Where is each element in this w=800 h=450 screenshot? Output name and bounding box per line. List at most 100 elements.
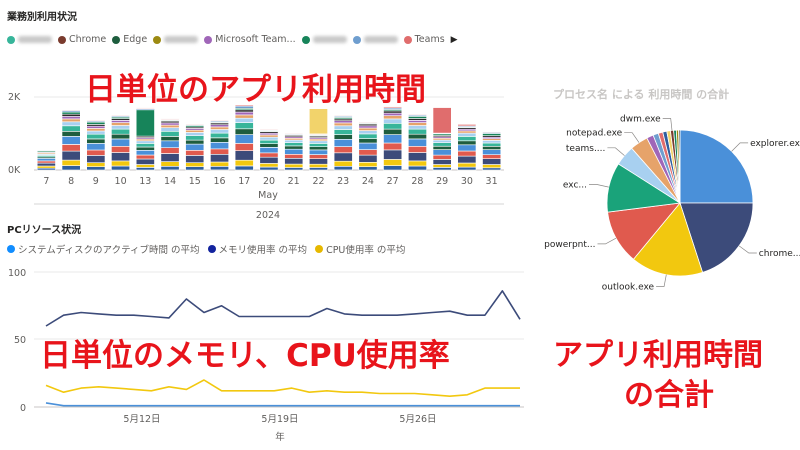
bar-segment[interactable] (135, 143, 155, 148)
bar-segment[interactable] (160, 122, 180, 126)
bar-segment[interactable] (86, 143, 106, 151)
bar-segment[interactable] (482, 154, 502, 159)
bar-segment[interactable] (234, 104, 254, 107)
bar-segment[interactable] (86, 166, 106, 171)
bar-segment[interactable] (111, 165, 131, 171)
bar-segment[interactable] (383, 128, 403, 135)
bar-segment[interactable] (111, 128, 131, 135)
bar-segment[interactable] (160, 153, 180, 162)
legend-item[interactable] (352, 35, 398, 44)
bar-segment[interactable] (407, 120, 427, 123)
bar-segment[interactable] (61, 125, 81, 132)
bar-segment[interactable] (210, 148, 229, 155)
legend-item[interactable]: CPU使用率 の平均 (315, 242, 405, 256)
bar-segment[interactable] (135, 164, 155, 168)
bar-segment[interactable] (333, 120, 353, 124)
bar-segment[interactable] (135, 146, 155, 151)
bar-segment[interactable] (308, 143, 328, 148)
bar-segment[interactable] (432, 149, 452, 156)
bar-segment[interactable] (111, 152, 131, 162)
bar-segment[interactable] (135, 150, 155, 156)
bar-segment[interactable] (135, 167, 155, 171)
bar-segment[interactable] (457, 144, 477, 152)
pie-slice[interactable] (678, 129, 681, 204)
bar-segment[interactable] (457, 155, 477, 164)
series-line[interactable] (45, 379, 520, 397)
series-line[interactable] (45, 402, 520, 407)
bar-segment[interactable] (333, 146, 353, 154)
bar-segment[interactable] (36, 165, 56, 169)
bar-segment[interactable] (234, 150, 254, 161)
bar-segment[interactable] (160, 127, 180, 132)
bar-segment[interactable] (86, 149, 106, 156)
bar-segment[interactable] (61, 136, 81, 145)
bar-segment[interactable] (333, 125, 353, 130)
bar-segment[interactable] (210, 166, 229, 171)
bar-segment[interactable] (234, 159, 254, 167)
bar-segment[interactable] (333, 134, 353, 140)
bar-segment[interactable] (407, 146, 427, 153)
bar-segment[interactable] (259, 131, 279, 134)
bar-segment[interactable] (383, 159, 403, 166)
bar-segment[interactable] (234, 111, 254, 116)
bar-segment[interactable] (358, 125, 378, 129)
bar-segment[interactable] (259, 139, 279, 144)
bar-segment[interactable] (482, 149, 502, 155)
bar-segment[interactable] (407, 138, 427, 147)
bar-segment[interactable] (259, 147, 279, 154)
bar-segment[interactable] (457, 127, 477, 130)
legend-item[interactable] (7, 35, 52, 44)
bar-segment[interactable] (457, 130, 477, 134)
bar-segment[interactable] (210, 132, 229, 139)
bar-segment[interactable] (210, 124, 229, 128)
legend-item[interactable]: Chrome (58, 34, 106, 45)
pie-slice[interactable] (679, 202, 754, 273)
legend-item[interactable]: Edge (112, 34, 147, 45)
bar-segment[interactable] (407, 114, 427, 116)
bar-segment[interactable] (407, 133, 427, 140)
bar-segment[interactable] (160, 140, 180, 148)
bar-segment[interactable] (284, 158, 304, 165)
bar-segment[interactable] (185, 166, 205, 171)
bar-segment[interactable] (259, 129, 279, 131)
bar-segment[interactable] (86, 138, 106, 144)
bar-segment[interactable] (358, 138, 378, 144)
bar-segment[interactable] (61, 121, 81, 127)
pie-slice[interactable] (679, 129, 754, 204)
bar-segment[interactable] (259, 166, 279, 171)
bar-segment[interactable] (407, 122, 427, 126)
bar-segment[interactable] (284, 148, 304, 155)
bar-segment[interactable] (407, 125, 427, 130)
bar-segment[interactable] (210, 137, 229, 143)
legend-item[interactable]: システムディスクのアクティブ時間 の平均 (7, 242, 200, 256)
bar-segment[interactable] (234, 109, 254, 113)
bar-segment[interactable] (284, 142, 304, 147)
bar-segment[interactable] (383, 122, 403, 130)
bar-segment[interactable] (111, 122, 131, 126)
bar-segment[interactable] (160, 161, 180, 167)
bar-segment[interactable] (61, 111, 81, 115)
bar-segment[interactable] (160, 166, 180, 171)
bar-segment[interactable] (61, 144, 81, 152)
bar-segment[interactable] (111, 120, 131, 123)
bar-segment[interactable] (210, 141, 229, 150)
bar-segment[interactable] (358, 166, 378, 171)
bar-segment[interactable] (482, 133, 502, 137)
bar-segment[interactable] (333, 129, 353, 135)
bar-segment[interactable] (86, 128, 106, 132)
bar-segment[interactable] (135, 107, 155, 109)
bar-segment[interactable] (457, 124, 477, 127)
bar-segment[interactable] (333, 122, 353, 127)
bar-segment[interactable] (185, 155, 205, 164)
bar-segment[interactable] (61, 159, 81, 166)
bar-segment[interactable] (333, 166, 353, 171)
bar-segment[interactable] (185, 143, 205, 151)
bar-segment[interactable] (234, 114, 254, 119)
bar-segment[interactable] (284, 145, 304, 150)
bar-segment[interactable] (432, 139, 452, 143)
bar-segment[interactable] (407, 165, 427, 171)
bar-segment[interactable] (234, 165, 254, 171)
bar-segment[interactable] (185, 123, 205, 125)
bar-segment[interactable] (284, 139, 304, 143)
bar-segment[interactable] (111, 138, 131, 147)
